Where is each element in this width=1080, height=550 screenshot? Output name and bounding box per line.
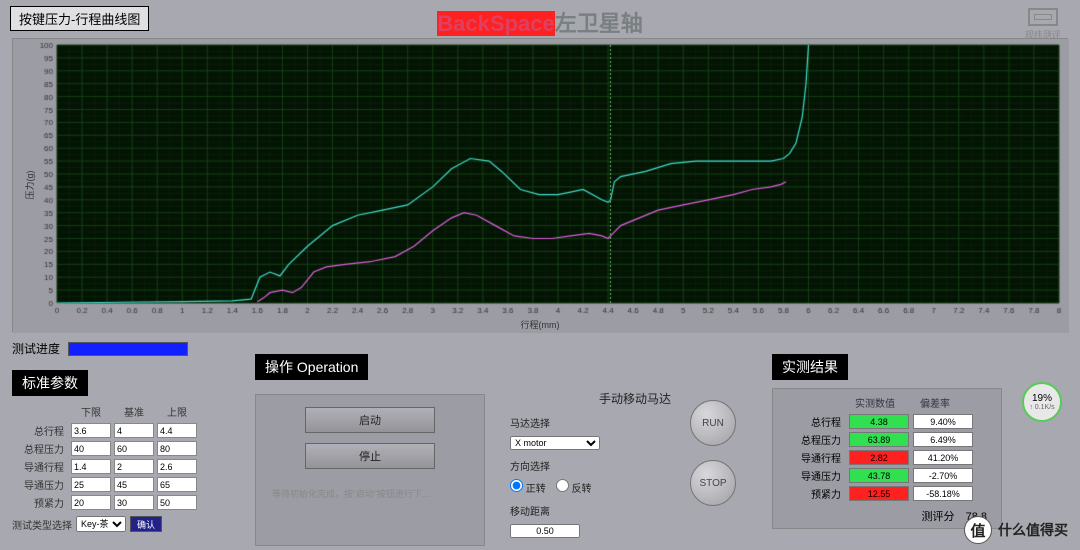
distance-label: 移动距离 xyxy=(510,503,566,518)
std-row-label: 导通行程 xyxy=(12,459,68,474)
col-measured: 实测数值 xyxy=(845,395,905,410)
direction-label: 方向选择 xyxy=(510,458,566,473)
results-title: 实测结果 xyxy=(772,354,848,380)
logo-icon xyxy=(1028,8,1058,26)
test-type-label: 测试类型选择 xyxy=(12,517,72,532)
res-deviation: 9.40% xyxy=(913,414,973,429)
progress-area: 测试进度 xyxy=(12,340,188,357)
run-button[interactable]: RUN xyxy=(690,400,736,446)
main-title: BackSpace左卫星轴 xyxy=(0,6,1080,38)
res-row-label: 预紧力 xyxy=(781,486,845,501)
std-hi-input[interactable] xyxy=(157,495,197,510)
std-row-label: 总程压力 xyxy=(12,441,68,456)
res-value: 43.78 xyxy=(849,468,909,483)
std-row-label: 预紧力 xyxy=(12,495,68,510)
col-lower: 下限 xyxy=(71,404,111,419)
res-deviation: -58.18% xyxy=(913,486,973,501)
res-deviation: 41.20% xyxy=(913,450,973,465)
results-panel: 实测数值 偏差率 总行程 4.38 9.40% 总程压力 63.89 6.49% 导… xyxy=(772,388,1002,529)
watermark-text: 什么值得买 xyxy=(998,520,1068,540)
progress-bar xyxy=(68,342,188,356)
operation-hint: 等待初始化完成，按“启动”按钮进行下... xyxy=(272,487,468,500)
res-row-label: 导通压力 xyxy=(781,468,845,483)
distance-input[interactable] xyxy=(510,524,580,538)
operation-panel: 操作 Operation 启动 停止 等待初始化完成，按“启动”按钮进行下... xyxy=(255,354,485,546)
std-hi-input[interactable] xyxy=(157,423,197,438)
motor-stop-button[interactable]: STOP xyxy=(690,460,736,506)
gauge-pct: 19% xyxy=(1032,393,1052,404)
res-row-label: 导通行程 xyxy=(781,450,845,465)
start-button[interactable]: 启动 xyxy=(305,407,435,433)
chart-canvas xyxy=(13,39,1069,333)
std-lo-input[interactable] xyxy=(71,477,111,492)
std-row-label: 总行程 xyxy=(12,423,68,438)
std-base-input[interactable] xyxy=(114,495,154,510)
dir-forward[interactable]: 正转 xyxy=(510,479,546,495)
score-label: 测评分 xyxy=(922,511,955,523)
res-value: 12.55 xyxy=(849,486,909,501)
gauge-rate: 0.1K/s xyxy=(1035,404,1055,411)
std-hi-input[interactable] xyxy=(157,459,197,474)
std-base-input[interactable] xyxy=(114,459,154,474)
operation-title: 操作 Operation xyxy=(255,354,368,380)
res-value: 63.89 xyxy=(849,432,909,447)
std-lo-input[interactable] xyxy=(71,495,111,510)
std-hi-input[interactable] xyxy=(157,441,197,456)
std-row-label: 导通压力 xyxy=(12,477,68,492)
res-deviation: -2.70% xyxy=(913,468,973,483)
speed-gauge: 19% ↑ 0.1K/s xyxy=(1022,382,1062,422)
res-deviation: 6.49% xyxy=(913,432,973,447)
std-lo-input[interactable] xyxy=(71,423,111,438)
standard-params-panel: 标准参数 下限 基准 上限 总行程 总程压力 导通行程 导通压力 预紧力 测试类… xyxy=(12,370,242,532)
std-params-title: 标准参数 xyxy=(12,370,88,396)
col-base: 基准 xyxy=(114,404,154,419)
motor-buttons: RUN STOP xyxy=(690,400,736,506)
motor-select-label: 马达选择 xyxy=(510,415,566,430)
force-travel-chart: 压力(g) 行程(mm) xyxy=(12,38,1068,332)
watermark: 值 什么值得买 xyxy=(964,516,1068,544)
res-row-label: 总行程 xyxy=(781,414,845,429)
stop-button[interactable]: 停止 xyxy=(305,443,435,469)
watermark-icon: 值 xyxy=(964,516,992,544)
y-axis-label: 压力(g) xyxy=(23,171,36,200)
col-upper: 上限 xyxy=(157,404,197,419)
confirm-button[interactable]: 确认 xyxy=(130,516,162,532)
res-value: 4.38 xyxy=(849,414,909,429)
title-switch-pos: 左卫星轴 xyxy=(555,11,643,36)
title-switch-name: BackSpace xyxy=(437,11,554,36)
col-deviation: 偏差率 xyxy=(905,395,965,410)
x-axis-label: 行程(mm) xyxy=(521,318,560,331)
std-lo-input[interactable] xyxy=(71,441,111,456)
motor-select[interactable]: X motor xyxy=(510,436,600,450)
std-hi-input[interactable] xyxy=(157,477,197,492)
dir-forward-radio[interactable] xyxy=(510,479,523,492)
res-value: 2.82 xyxy=(849,450,909,465)
std-base-input[interactable] xyxy=(114,477,154,492)
std-base-input[interactable] xyxy=(114,423,154,438)
test-type-select[interactable]: Key-茶 xyxy=(76,516,126,532)
std-base-input[interactable] xyxy=(114,441,154,456)
results-area: 实测结果 xyxy=(772,354,848,380)
progress-label: 测试进度 xyxy=(12,340,60,357)
dir-reverse[interactable]: 反转 xyxy=(556,479,592,495)
std-lo-input[interactable] xyxy=(71,459,111,474)
dir-reverse-radio[interactable] xyxy=(556,479,569,492)
res-row-label: 总程压力 xyxy=(781,432,845,447)
